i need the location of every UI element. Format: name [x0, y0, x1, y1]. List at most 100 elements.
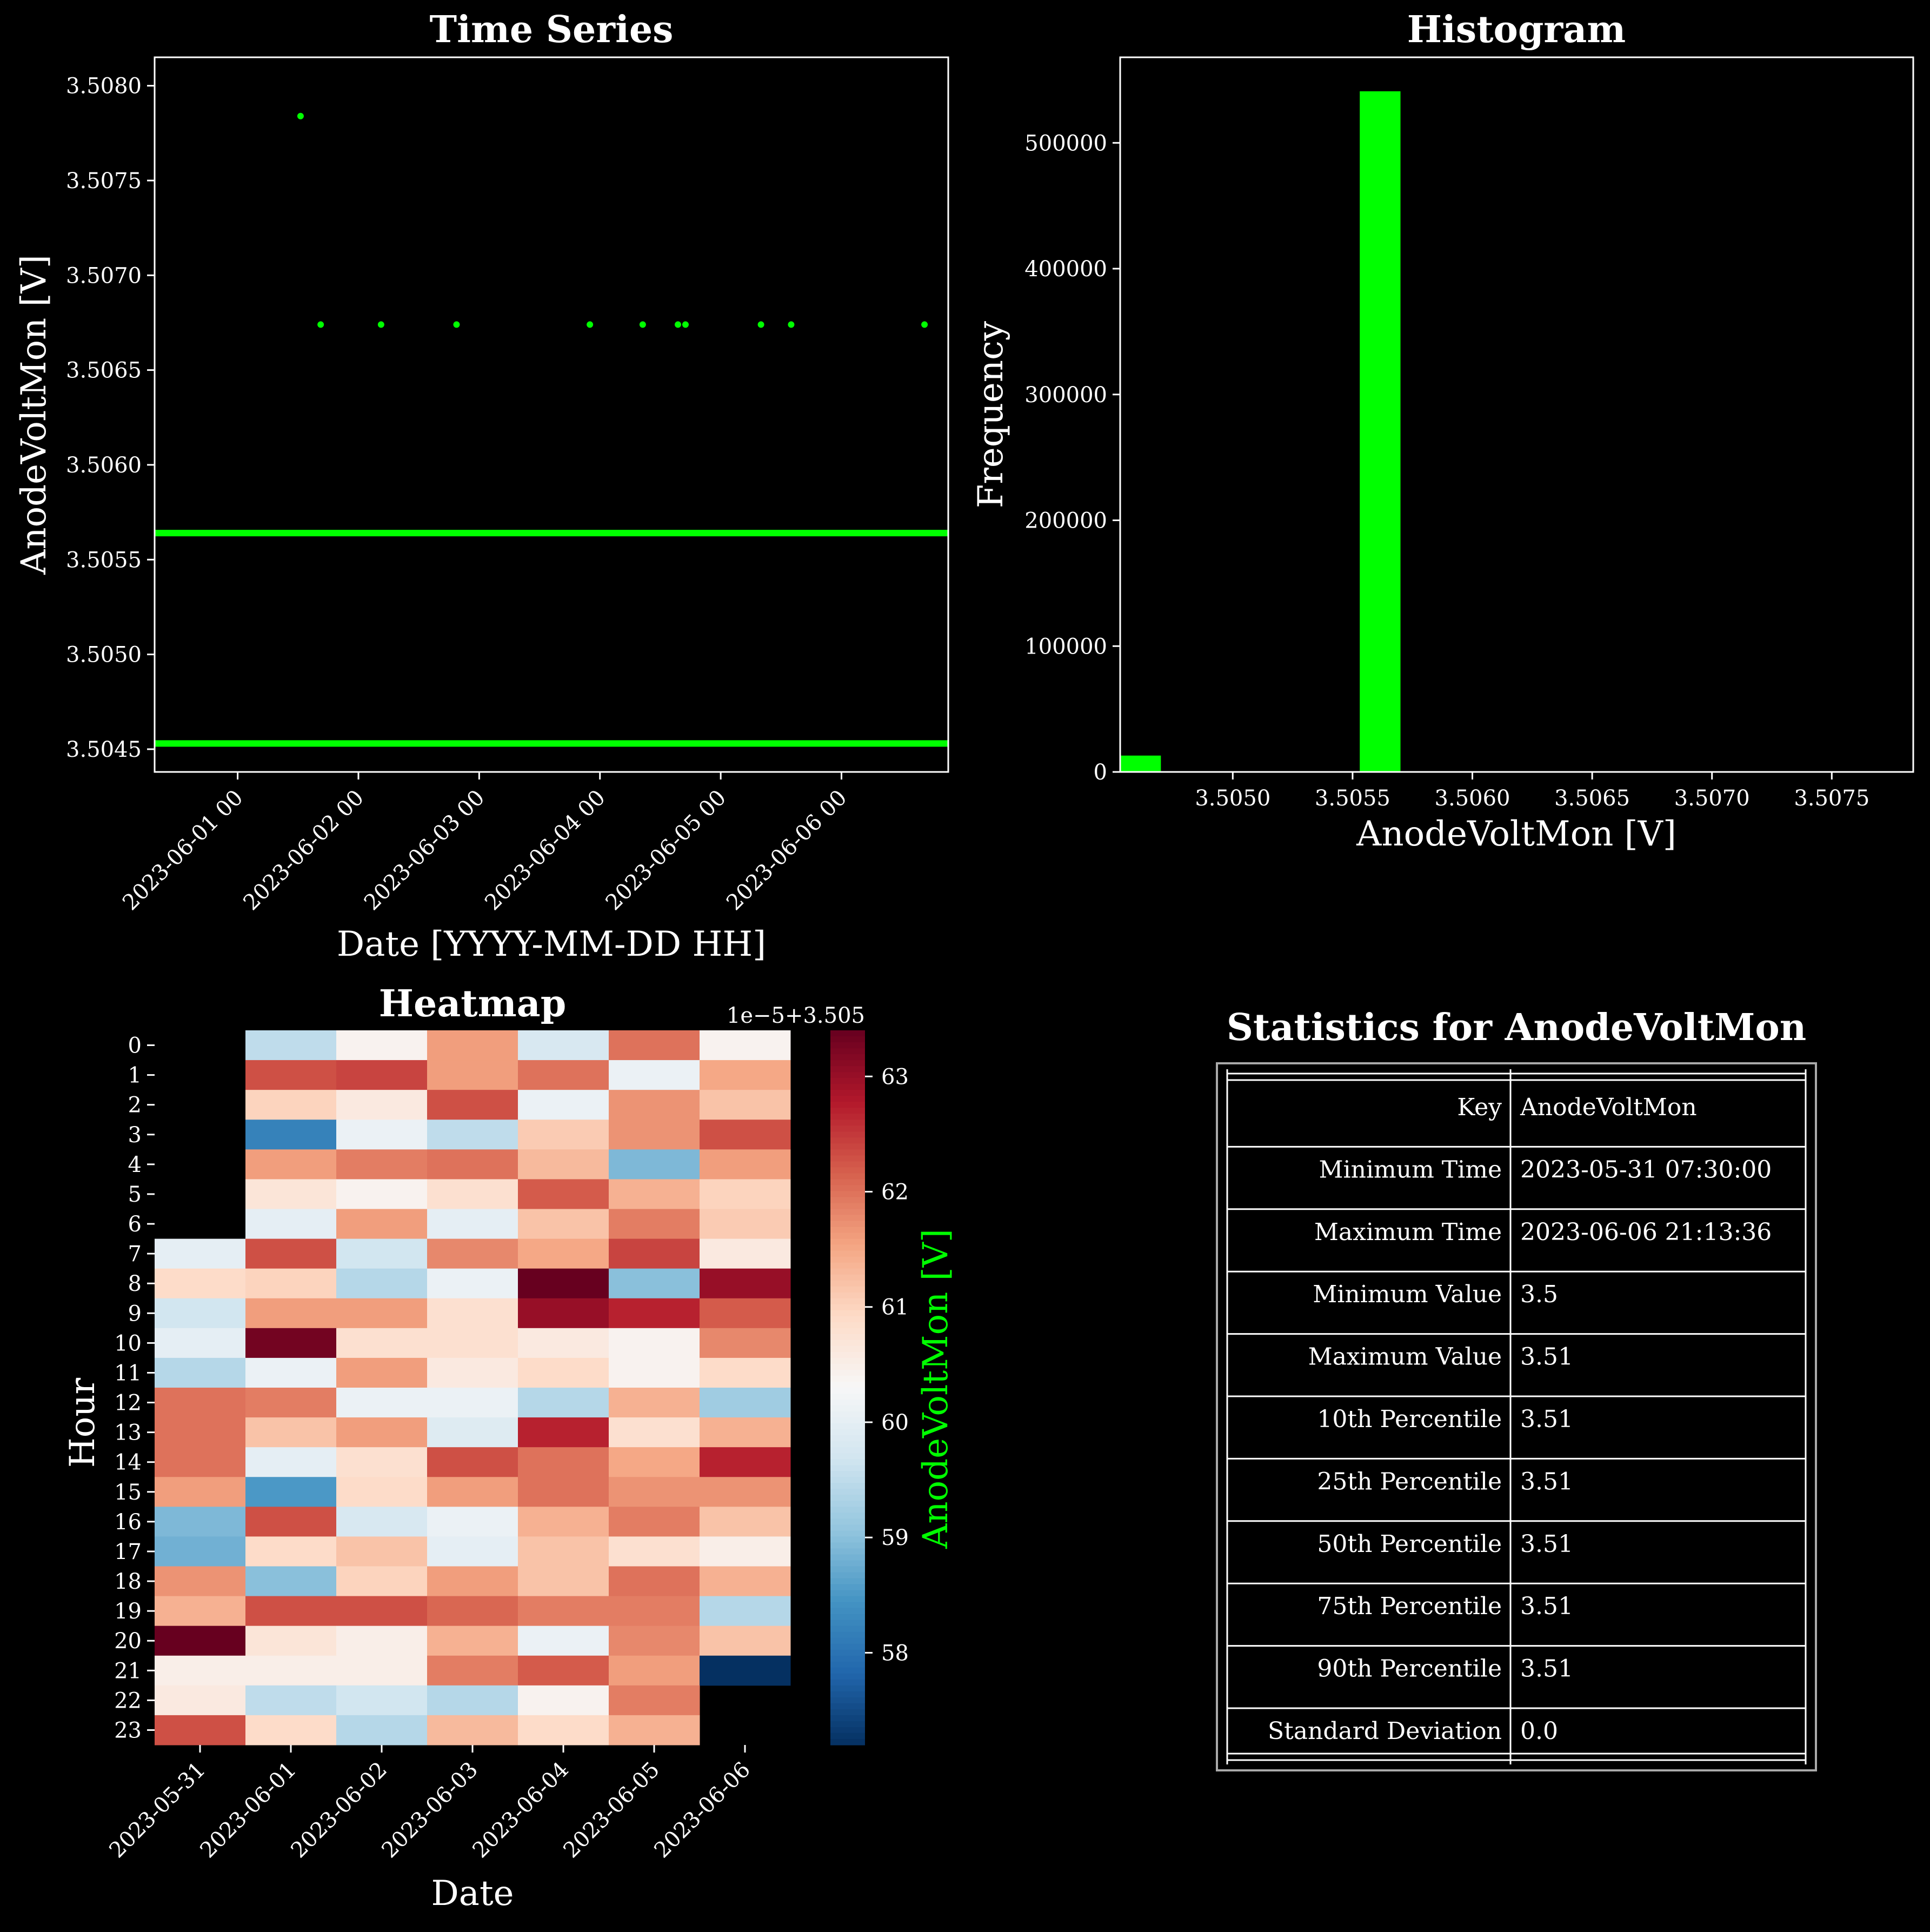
heatmap-cell	[427, 1715, 518, 1746]
heatmap-cell	[700, 1060, 791, 1090]
colorbar-segment	[830, 1590, 865, 1597]
colorbar-segment	[830, 1262, 865, 1269]
heatmap-cell	[518, 1715, 609, 1746]
time-series-ytick-label: 3.5060	[66, 453, 142, 478]
heatmap-cell	[518, 1625, 609, 1656]
colorbar-segment	[830, 1655, 865, 1662]
heatmap-cell	[427, 1120, 518, 1150]
histogram-ytick-label: 500000	[1024, 131, 1107, 156]
heatmap-cell	[427, 1477, 518, 1507]
statistics-key-cell: Key	[1457, 1094, 1502, 1121]
heatmap-cell	[245, 1060, 337, 1090]
heatmap-cell	[336, 1238, 428, 1269]
heatmap-cell	[427, 1417, 518, 1448]
colorbar-segment	[830, 1733, 865, 1740]
heatmap-cell	[518, 1238, 609, 1269]
heatmap-cell	[427, 1179, 518, 1209]
heatmap-cell	[700, 1179, 791, 1209]
colorbar-segment	[830, 1518, 865, 1525]
histogram-ytick-label: 400000	[1024, 257, 1107, 282]
statistics-value-cell: 3.51	[1520, 1593, 1573, 1620]
heatmap-ytick-label: 16	[114, 1510, 142, 1535]
time-series-point	[675, 321, 682, 328]
colorbar-segment	[830, 1369, 865, 1376]
heatmap-cell	[609, 1596, 700, 1627]
statistics-key-cell: 25th Percentile	[1317, 1468, 1502, 1495]
colorbar-segment	[830, 1560, 865, 1567]
time-series-ytick-label: 3.5055	[66, 548, 142, 572]
colorbar-segment	[830, 1649, 865, 1656]
colorbar-segment	[830, 1524, 865, 1531]
colorbar-segment	[830, 1054, 865, 1061]
histogram-bar	[1360, 91, 1401, 772]
heatmap-ylabel: Hour	[63, 1378, 103, 1468]
heatmap-ytick-label: 11	[114, 1361, 142, 1385]
heatmap-cell	[609, 1090, 700, 1120]
statistics-key-cell: 90th Percentile	[1317, 1655, 1502, 1683]
heatmap-cell	[427, 1655, 518, 1686]
colorbar-segment	[830, 1185, 865, 1192]
colorbar-segment	[830, 1375, 865, 1382]
colorbar-segment	[830, 1661, 865, 1668]
time-series-point	[757, 321, 764, 328]
heatmap-cell	[518, 1685, 609, 1716]
colorbar-segment	[830, 1137, 865, 1144]
heatmap-cell	[427, 1090, 518, 1120]
statistics-key-cell: 50th Percentile	[1317, 1530, 1502, 1558]
colorbar-segment	[830, 1173, 865, 1180]
heatmap-cell	[427, 1685, 518, 1716]
colorbar-segment	[830, 1441, 865, 1448]
heatmap-cell	[700, 1149, 791, 1180]
colorbar-segment	[830, 1357, 865, 1364]
colorbar-segment	[830, 1596, 865, 1603]
colorbar-segment	[830, 1179, 865, 1186]
colorbar-segment	[830, 1631, 865, 1638]
heatmap-ytick-label: 22	[114, 1688, 142, 1713]
histogram-frame	[1119, 56, 1914, 773]
colorbar-segment	[830, 1388, 865, 1394]
colorbar-segment	[830, 1203, 865, 1210]
statistics-value-cell: 3.51	[1520, 1468, 1573, 1495]
heatmap-cell	[427, 1298, 518, 1329]
colorbar-segment	[830, 1685, 865, 1692]
colorbar-tick-label: 60	[881, 1410, 909, 1435]
colorbar-segment	[830, 1507, 865, 1513]
heatmap-cell	[336, 1060, 428, 1090]
heatmap-cell	[155, 1596, 246, 1627]
colorbar-segment	[830, 1238, 865, 1245]
colorbar-segment	[830, 1250, 865, 1257]
heatmap-cell	[609, 1536, 700, 1567]
colorbar-segment	[830, 1274, 865, 1281]
statistics-panel: Statistics for AnodeVoltMon Key AnodeVolt…	[1216, 1006, 1817, 1771]
colorbar-segment	[830, 1513, 865, 1519]
colorbar-segment	[830, 1310, 865, 1317]
heatmap-cell	[700, 1120, 791, 1150]
colorbar-segment	[830, 1697, 865, 1704]
statistics-key-cell: Minimum Time	[1319, 1156, 1502, 1183]
time-series-xlabel: Date [YYYY-MM-DD HH]	[337, 924, 766, 964]
heatmap-cell	[609, 1268, 700, 1299]
colorbar-segment	[830, 1572, 865, 1579]
heatmap-cell	[245, 1179, 337, 1209]
statistics-value-cell: 3.5	[1520, 1281, 1558, 1308]
histogram-ylabel: Frequency	[971, 321, 1011, 508]
colorbar-tick-label: 62	[881, 1180, 909, 1205]
colorbar-segment	[830, 1125, 865, 1132]
heatmap-cell	[245, 1268, 337, 1299]
heatmap-cell	[609, 1477, 700, 1507]
time-series-ytick-label: 3.5045	[66, 737, 142, 762]
heatmap-cell	[155, 1357, 246, 1388]
colorbar-segment	[830, 1447, 865, 1454]
heatmap-ytick-label: 10	[114, 1331, 142, 1356]
statistics-value-cell: 3.51	[1520, 1343, 1573, 1371]
heatmap-cell	[155, 1447, 246, 1477]
time-series-ytick-label: 3.5080	[66, 74, 142, 99]
heatmap-ytick-label: 3	[128, 1123, 142, 1148]
heatmap-cell	[427, 1536, 518, 1567]
heatmap-cell	[518, 1566, 609, 1597]
heatmap-cell	[245, 1566, 337, 1597]
heatmap-cell	[245, 1715, 337, 1746]
colorbar-segment	[830, 1131, 865, 1138]
colorbar-segment	[830, 1477, 865, 1483]
heatmap-cell	[245, 1655, 337, 1686]
